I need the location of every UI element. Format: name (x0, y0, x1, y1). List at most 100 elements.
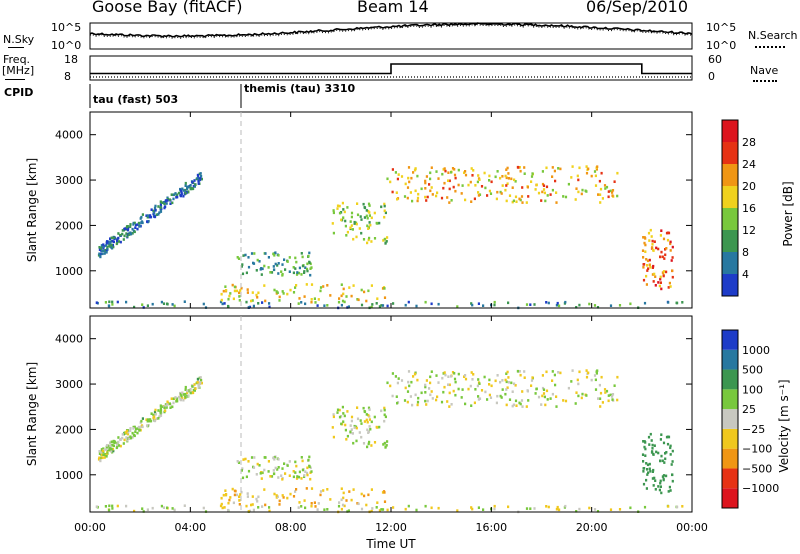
velocity-cell (353, 424, 356, 428)
power-cell (220, 292, 223, 296)
velocity-cell (110, 440, 113, 444)
power-cell (111, 303, 114, 306)
velocity-cell (527, 399, 530, 402)
velocity-cell (441, 376, 444, 380)
velocity-cell (153, 415, 156, 418)
power-cell (519, 169, 522, 173)
power-cell (383, 204, 386, 208)
power-cell (300, 301, 303, 304)
velocity-cell (162, 506, 166, 509)
velocity-cell (448, 391, 451, 395)
velocity-cell (160, 405, 164, 408)
power-cell (472, 169, 475, 172)
velocity-cell (276, 468, 279, 471)
velocity-cell (197, 379, 200, 383)
velocity-cell (645, 487, 648, 490)
velocity-cell (306, 466, 309, 470)
power-cell (424, 195, 427, 199)
velocity-cell (578, 370, 581, 374)
power-cell (98, 246, 101, 249)
power-cell (319, 286, 323, 289)
power-cell (281, 290, 284, 293)
velocity-cell (410, 380, 413, 384)
velocity-cell (202, 506, 205, 510)
power-cell (177, 191, 181, 195)
velocity-cell (165, 406, 168, 409)
colorbar-swatch (722, 448, 738, 469)
velocity-cell (310, 487, 314, 490)
power-cell (277, 262, 280, 265)
velocity-cell (129, 435, 132, 438)
power-cell (363, 206, 367, 210)
velocity-cell (645, 462, 648, 465)
velocity-cell (368, 425, 371, 428)
power-cell (358, 227, 361, 230)
power-cell (111, 239, 114, 243)
power-cell (501, 175, 504, 178)
power-cell (119, 240, 122, 244)
power-cell (239, 289, 242, 292)
power-cell (277, 254, 280, 257)
power-cell (264, 299, 267, 303)
velocity-cell (346, 434, 349, 438)
velocity-cell (507, 505, 510, 509)
velocity-cell (133, 425, 136, 429)
power-cell (356, 213, 360, 217)
velocity-cell (386, 440, 389, 443)
power-cell (304, 302, 307, 306)
power-cell (504, 174, 507, 178)
y-tick-label: 1000 (55, 265, 83, 278)
nave-tick-low: 0 (708, 70, 715, 83)
velocity-cell (125, 504, 128, 508)
x-tick-label: 08:00 (275, 521, 307, 534)
velocity-cell (277, 458, 280, 461)
power-cell (534, 188, 537, 191)
power-cell (301, 255, 304, 259)
power-cell (329, 294, 332, 297)
power-cell (473, 197, 476, 201)
power-cell (551, 175, 554, 178)
power-cell (263, 284, 266, 287)
power-cell (97, 254, 101, 257)
velocity-cell (541, 394, 544, 398)
power-cell (424, 300, 427, 304)
power-cell (380, 205, 383, 209)
velocity-cell (101, 456, 104, 460)
velocity-cell (219, 504, 223, 508)
velocity-cell (375, 425, 378, 429)
velocity-cell (186, 389, 189, 393)
velocity-cell (392, 506, 395, 509)
velocity-cell (154, 408, 157, 412)
power-cell (106, 245, 109, 249)
power-cell (233, 289, 236, 293)
velocity-cell (306, 473, 309, 477)
velocity-cell (241, 476, 245, 480)
velocity-cell (241, 467, 244, 470)
power-cell (375, 302, 378, 305)
velocity-cell (360, 435, 363, 439)
velocity-cell (153, 410, 157, 414)
velocity-cell (547, 505, 550, 509)
velocity-cell (597, 397, 600, 400)
velocity-cell (298, 501, 301, 504)
velocity-cell (477, 398, 480, 401)
power-cell (554, 179, 557, 183)
velocity-cell (136, 431, 139, 435)
power-cell (436, 191, 439, 195)
power-cell (378, 305, 381, 308)
power-cell (353, 222, 356, 225)
velocity-cell (442, 390, 445, 394)
power-cell (559, 167, 562, 171)
velocity-cell (172, 401, 175, 405)
power-cell (125, 300, 128, 304)
power-cell (463, 171, 466, 174)
velocity-cell (643, 505, 647, 509)
power-cell (476, 180, 479, 184)
power-cell (448, 187, 451, 191)
power-cell (350, 224, 353, 227)
power-cell (347, 305, 350, 308)
velocity-cell (665, 474, 668, 478)
velocity-cell (197, 386, 200, 389)
power-cell (575, 306, 578, 309)
velocity-cell (453, 372, 456, 375)
